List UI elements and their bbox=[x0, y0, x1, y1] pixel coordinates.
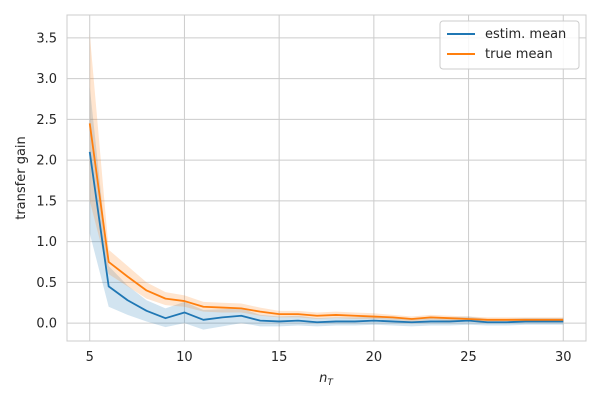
y-tick-label: 2.0 bbox=[36, 154, 57, 169]
y-tick-label: 2.5 bbox=[36, 113, 57, 128]
x-tick-label: 15 bbox=[271, 350, 288, 365]
legend: estim. mean true mean bbox=[439, 20, 580, 70]
y-axis-label: transfer gain bbox=[14, 136, 29, 220]
series-line-estim-mean bbox=[88, 151, 564, 324]
y-tick-label: 1.5 bbox=[36, 194, 57, 209]
line-layer bbox=[88, 123, 564, 324]
series-line-true-mean bbox=[88, 123, 564, 321]
x-axis-label-main: n bbox=[319, 371, 327, 386]
tick-label-layer: 5 10 15 20 25 30 0.0 0.5 1.0 1.5 2.0 2.5 3.0 3.5 bbox=[36, 31, 571, 365]
y-tick-label: 3.0 bbox=[36, 72, 57, 87]
y-tick-label: 3.5 bbox=[36, 31, 57, 46]
x-tick-label: 30 bbox=[555, 350, 572, 365]
legend-label-true-mean: true mean bbox=[485, 47, 553, 62]
y-tick-label: 0.0 bbox=[36, 317, 57, 332]
x-tick-label: 20 bbox=[366, 350, 383, 365]
y-tick-label: 0.5 bbox=[36, 276, 57, 291]
x-tick-label: 25 bbox=[460, 350, 477, 365]
x-tick-label: 10 bbox=[176, 350, 193, 365]
x-axis-label: nT bbox=[319, 371, 334, 388]
x-tick-label: 5 bbox=[86, 350, 94, 365]
legend-label-estim-mean: estim. mean bbox=[485, 27, 566, 42]
y-tick-label: 1.0 bbox=[36, 235, 57, 250]
x-axis-label-subscript: T bbox=[327, 378, 334, 388]
